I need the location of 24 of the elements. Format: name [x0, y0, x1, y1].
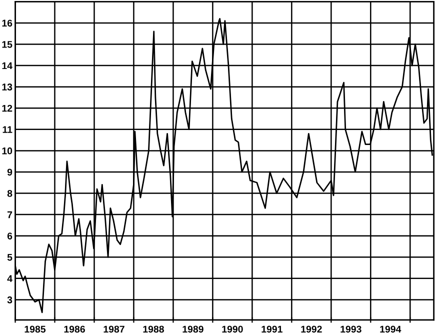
y-tick-label: 5 — [7, 254, 12, 261]
x-tick-label: 1986 — [64, 326, 85, 333]
x-tick-label: 1985 — [24, 326, 46, 333]
x-tick-label: 1988 — [143, 326, 164, 333]
y-tick-label: 6 — [7, 232, 12, 240]
x-tick-label: 1994 — [380, 326, 402, 333]
x-tick-label: 1990 — [222, 326, 243, 333]
y-tick-label: 8 — [7, 190, 12, 197]
x-tick-label: 1992 — [301, 326, 322, 333]
y-tick-label: 7 — [7, 211, 12, 218]
y-tick-label: 14 — [2, 62, 12, 70]
y-tick-label: 15 — [2, 41, 12, 48]
x-tick-label: 1989 — [182, 326, 204, 333]
y-tick-label: 13 — [2, 84, 12, 90]
y-tick-label: 9 — [7, 168, 12, 176]
y-tick-label: 3 — [7, 296, 12, 304]
y-tick-label: 10 — [2, 147, 12, 154]
y-tick-label: 12 — [2, 104, 12, 112]
x-tick-label: 1993 — [340, 326, 362, 333]
y-tick-label: 4 — [7, 275, 12, 282]
x-tick-label: 1991 — [262, 326, 282, 333]
x-tick-label: 1987 — [104, 326, 124, 333]
y-tick-label: 11 — [2, 126, 12, 133]
y-tick-label: 16 — [2, 20, 12, 27]
